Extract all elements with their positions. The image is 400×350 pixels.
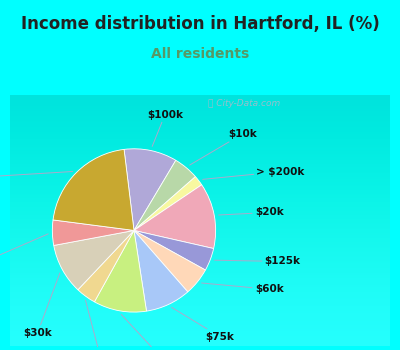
Wedge shape [124, 149, 176, 230]
Text: $125k: $125k [214, 257, 301, 266]
Text: $100k: $100k [147, 110, 183, 146]
Text: > $200k: > $200k [203, 167, 305, 179]
Text: $150k: $150k [0, 234, 48, 270]
Wedge shape [54, 230, 134, 290]
Text: $30k: $30k [23, 273, 60, 337]
Wedge shape [53, 149, 134, 230]
Text: $50k: $50k [121, 314, 173, 350]
Wedge shape [134, 185, 216, 248]
Wedge shape [134, 230, 206, 292]
Text: All residents: All residents [151, 47, 249, 61]
Text: $10k: $10k [190, 129, 257, 165]
Wedge shape [134, 177, 202, 230]
Text: ⓘ City-Data.com: ⓘ City-Data.com [208, 99, 280, 108]
Wedge shape [78, 230, 134, 302]
Wedge shape [134, 160, 196, 230]
Wedge shape [94, 230, 146, 312]
Text: Income distribution in Hartford, IL (%): Income distribution in Hartford, IL (%) [21, 15, 379, 34]
Wedge shape [52, 220, 134, 245]
Text: $75k: $75k [172, 307, 234, 342]
Wedge shape [134, 230, 214, 270]
Wedge shape [134, 230, 188, 311]
Text: $20k: $20k [219, 208, 284, 217]
Text: $60k: $60k [202, 283, 284, 294]
Text: $200k: $200k [82, 300, 118, 350]
Text: $40k: $40k [0, 172, 72, 182]
